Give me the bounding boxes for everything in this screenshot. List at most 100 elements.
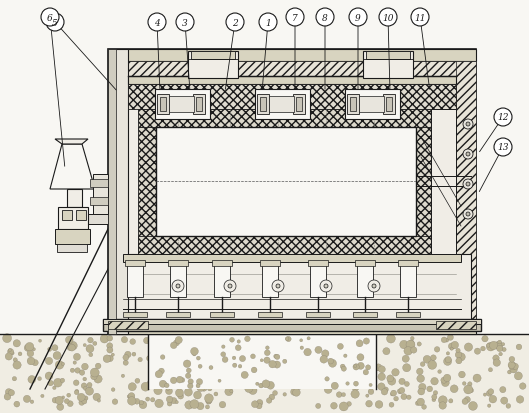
Circle shape <box>287 364 294 371</box>
Circle shape <box>191 342 195 345</box>
Bar <box>188 52 238 79</box>
Circle shape <box>53 378 62 387</box>
Circle shape <box>272 280 284 292</box>
Circle shape <box>209 366 213 370</box>
Text: 6: 6 <box>47 14 53 22</box>
Circle shape <box>141 382 150 391</box>
Circle shape <box>69 342 77 350</box>
Circle shape <box>495 342 503 349</box>
Circle shape <box>211 373 218 380</box>
Circle shape <box>325 377 329 381</box>
Circle shape <box>205 405 209 409</box>
Circle shape <box>422 405 426 409</box>
Circle shape <box>206 356 213 363</box>
Circle shape <box>466 153 470 157</box>
Circle shape <box>439 396 447 405</box>
Circle shape <box>190 400 199 408</box>
Circle shape <box>228 284 232 288</box>
Bar <box>128 77 456 85</box>
Circle shape <box>84 396 88 401</box>
Circle shape <box>368 280 380 292</box>
Circle shape <box>206 398 212 404</box>
Circle shape <box>408 340 414 346</box>
Circle shape <box>288 369 295 376</box>
Bar <box>93 175 108 214</box>
Circle shape <box>348 380 355 387</box>
Circle shape <box>416 368 423 375</box>
Circle shape <box>123 355 129 361</box>
Circle shape <box>79 370 85 375</box>
Circle shape <box>270 368 277 375</box>
Bar <box>260 98 266 112</box>
Circle shape <box>155 399 163 408</box>
Circle shape <box>41 9 59 27</box>
Circle shape <box>336 392 342 397</box>
Bar <box>113 62 471 77</box>
Bar <box>262 262 278 297</box>
Circle shape <box>94 375 102 383</box>
Circle shape <box>139 401 147 409</box>
Circle shape <box>170 377 177 384</box>
Circle shape <box>232 356 236 360</box>
Circle shape <box>484 393 487 396</box>
Circle shape <box>62 396 65 399</box>
Circle shape <box>86 345 94 353</box>
Circle shape <box>340 364 345 369</box>
Circle shape <box>397 389 402 393</box>
Circle shape <box>300 346 304 350</box>
Circle shape <box>433 391 437 395</box>
Circle shape <box>320 379 325 384</box>
Circle shape <box>375 364 382 371</box>
Circle shape <box>201 385 207 391</box>
Circle shape <box>160 355 165 359</box>
Bar <box>166 312 190 317</box>
Circle shape <box>127 396 136 405</box>
Bar <box>191 52 235 60</box>
Circle shape <box>66 336 73 344</box>
Circle shape <box>400 340 408 349</box>
Circle shape <box>240 356 245 362</box>
Circle shape <box>199 355 206 362</box>
Circle shape <box>214 349 222 356</box>
Circle shape <box>195 340 203 347</box>
Circle shape <box>85 387 94 395</box>
Circle shape <box>346 401 351 406</box>
Circle shape <box>463 209 473 219</box>
Circle shape <box>83 344 86 347</box>
Circle shape <box>289 361 296 368</box>
Text: 9: 9 <box>355 14 361 22</box>
Circle shape <box>39 339 42 342</box>
Circle shape <box>273 354 278 358</box>
Circle shape <box>366 365 371 370</box>
Circle shape <box>295 383 302 389</box>
Circle shape <box>83 377 87 381</box>
Circle shape <box>152 352 158 358</box>
Circle shape <box>139 400 143 405</box>
Circle shape <box>38 377 41 381</box>
Circle shape <box>183 337 187 340</box>
Circle shape <box>383 348 390 355</box>
Circle shape <box>243 370 251 377</box>
Circle shape <box>214 392 218 396</box>
Circle shape <box>415 401 420 406</box>
Bar <box>350 98 356 112</box>
Circle shape <box>428 361 436 370</box>
Circle shape <box>342 393 345 396</box>
Circle shape <box>406 348 412 354</box>
Circle shape <box>519 383 526 389</box>
Circle shape <box>198 364 202 368</box>
Circle shape <box>304 342 313 350</box>
Bar <box>257 95 269 115</box>
Circle shape <box>316 404 321 408</box>
Circle shape <box>445 338 449 342</box>
Circle shape <box>432 398 436 402</box>
Bar <box>260 260 280 266</box>
Circle shape <box>234 355 241 362</box>
Circle shape <box>251 401 258 408</box>
Circle shape <box>333 375 337 379</box>
Circle shape <box>197 402 204 410</box>
Circle shape <box>159 368 165 374</box>
Circle shape <box>27 357 35 365</box>
Bar <box>148 334 376 389</box>
Bar <box>108 50 476 62</box>
